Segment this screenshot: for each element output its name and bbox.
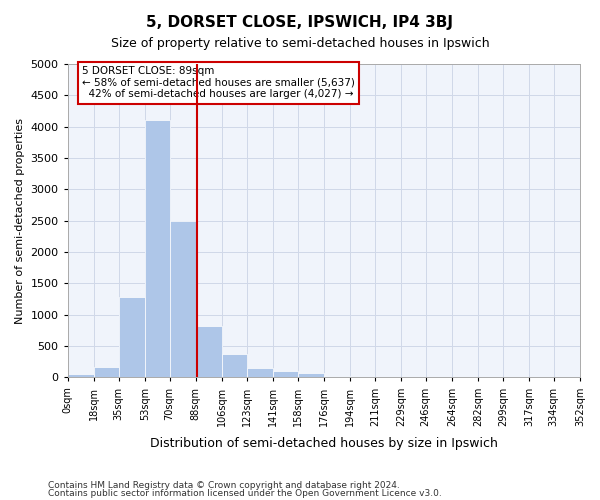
Bar	[196, 326, 222, 378]
Bar	[68, 374, 94, 378]
Bar	[247, 368, 273, 378]
Bar	[119, 297, 145, 378]
Bar	[298, 374, 324, 378]
Text: Contains HM Land Registry data © Crown copyright and database right 2024.: Contains HM Land Registry data © Crown c…	[48, 481, 400, 490]
Bar	[324, 376, 350, 378]
Bar	[350, 376, 375, 378]
Bar	[170, 220, 196, 378]
Text: 5 DORSET CLOSE: 89sqm
← 58% of semi-detached houses are smaller (5,637)
  42% of: 5 DORSET CLOSE: 89sqm ← 58% of semi-deta…	[82, 66, 355, 100]
Bar	[145, 120, 170, 378]
Bar	[273, 371, 298, 378]
X-axis label: Distribution of semi-detached houses by size in Ipswich: Distribution of semi-detached houses by …	[150, 437, 498, 450]
Text: 5, DORSET CLOSE, IPSWICH, IP4 3BJ: 5, DORSET CLOSE, IPSWICH, IP4 3BJ	[146, 15, 454, 30]
Bar	[375, 377, 401, 378]
Y-axis label: Number of semi-detached properties: Number of semi-detached properties	[15, 118, 25, 324]
Text: Size of property relative to semi-detached houses in Ipswich: Size of property relative to semi-detach…	[110, 38, 490, 51]
Text: Contains public sector information licensed under the Open Government Licence v3: Contains public sector information licen…	[48, 488, 442, 498]
Bar	[94, 367, 119, 378]
Bar	[222, 354, 247, 378]
